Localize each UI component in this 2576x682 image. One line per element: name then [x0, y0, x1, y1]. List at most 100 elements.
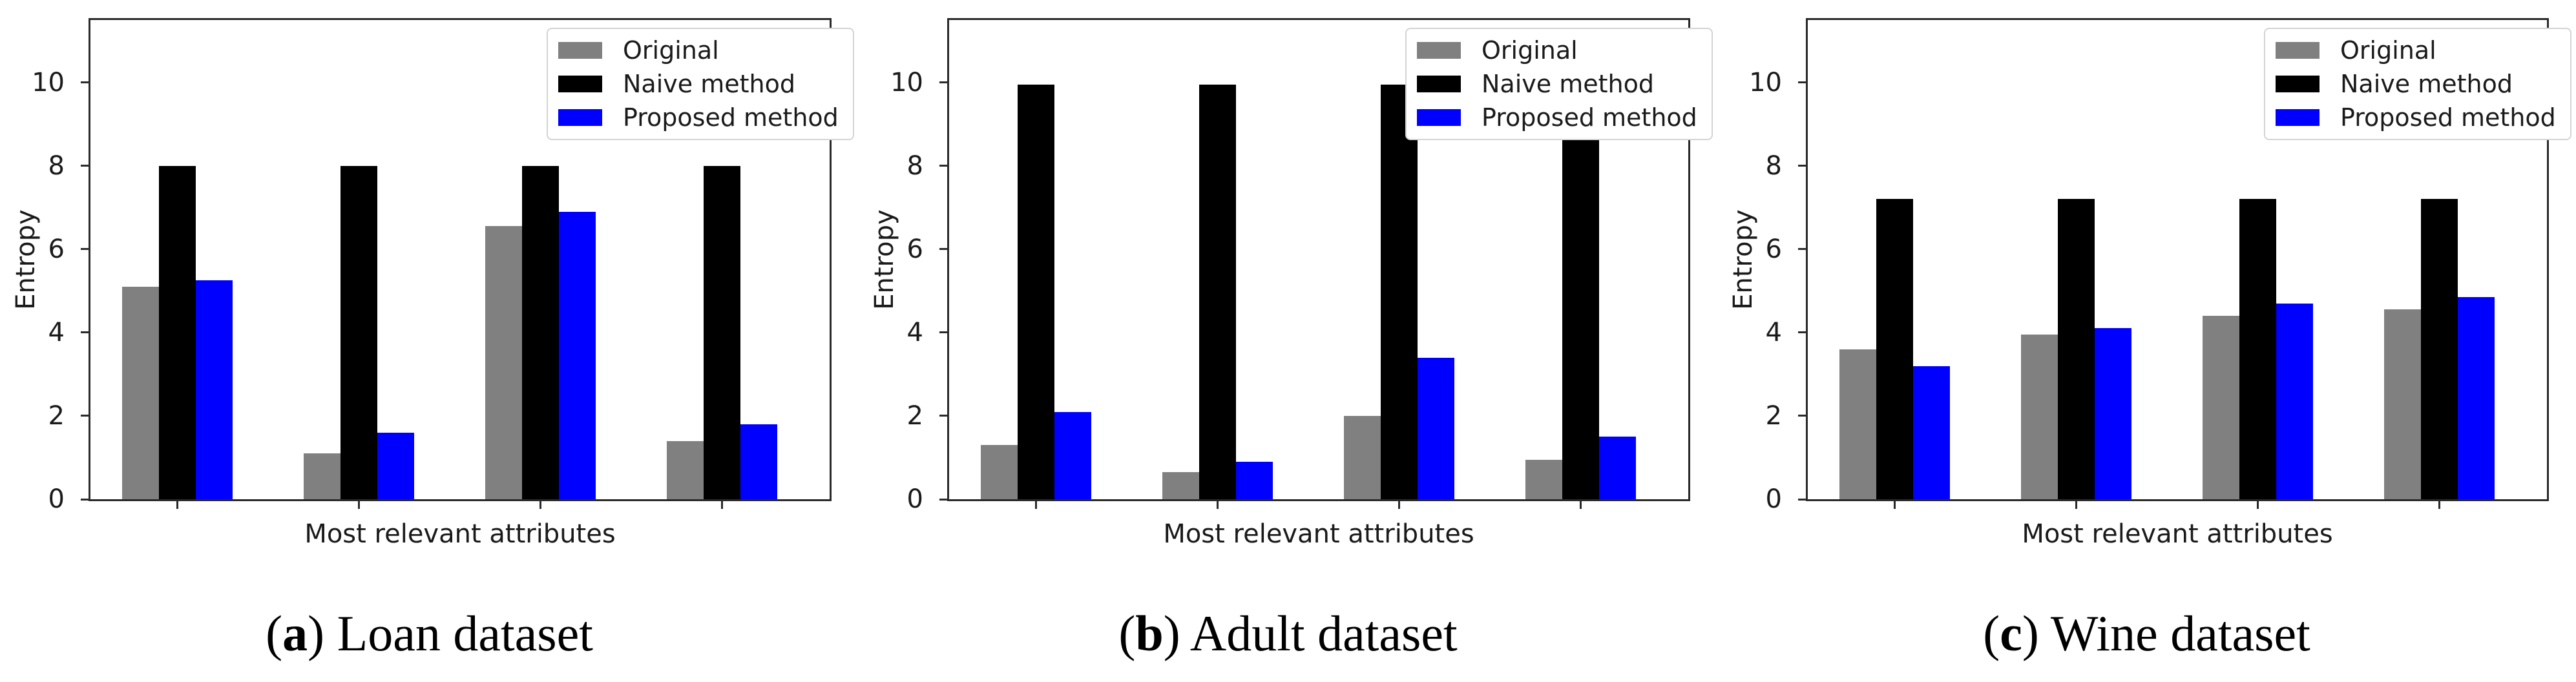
legend-swatch-icon: [558, 109, 602, 126]
legend-label: Naive method: [623, 70, 795, 98]
y-tick-mark: [1798, 415, 1806, 417]
legend-item: Naive method: [558, 72, 839, 96]
legend-box: Original Naive method Proposed method: [1405, 28, 1713, 140]
x-tick-mark: [1579, 501, 1582, 509]
caption-paren-close: ): [308, 605, 337, 661]
caption-paren-open: (: [1983, 605, 2000, 661]
legend-item: Naive method: [1417, 72, 1697, 96]
y-tick-label: 6: [906, 234, 923, 264]
bar-naive-method-group2: [1199, 85, 1236, 499]
y-tick-label: 6: [1765, 234, 1782, 264]
x-tick-mark: [2075, 501, 2077, 509]
y-tick-mark: [81, 248, 89, 251]
legend-box: Original Naive method Proposed method: [2264, 28, 2571, 140]
y-tick-mark: [81, 81, 89, 84]
bars-layer: [1808, 20, 2547, 499]
bar-original-group3: [1343, 416, 1381, 499]
y-tick-mark: [1798, 248, 1806, 251]
legend-label: Naive method: [2340, 70, 2513, 98]
y-tick-mark: [1798, 81, 1806, 84]
bars-layer: [949, 20, 1688, 499]
y-tick-label: 2: [1765, 400, 1782, 431]
bar-naive-method-group2: [340, 166, 377, 499]
x-tick-mark: [1034, 501, 1037, 509]
legend-swatch-icon: [1417, 76, 1461, 92]
y-tick-label: 10: [1749, 67, 1782, 98]
caption-paren-close: ): [2022, 605, 2051, 661]
y-tick-label: 4: [48, 317, 65, 347]
bar-naive-method-group2: [2057, 199, 2095, 499]
caption-letter: c: [2000, 605, 2022, 661]
legend-label: Proposed method: [2340, 103, 2556, 132]
caption-paren-close: ): [1163, 605, 1190, 661]
x-axis-label: Most relevant attributes: [2022, 519, 2333, 549]
x-axis-ticks: [90, 20, 830, 509]
legend-item: Original: [1417, 38, 1697, 63]
y-axis-label: Entropy: [1728, 209, 1758, 310]
y-tick-mark: [1798, 165, 1806, 167]
subfigure-caption-a: (a) Loan dataset: [0, 608, 859, 659]
x-tick-mark: [176, 501, 178, 509]
x-axis-label: Most relevant attributes: [304, 519, 616, 549]
bar-proposed-method-group1: [1912, 366, 1950, 499]
y-tick-mark: [939, 415, 947, 417]
legend-box: Original Naive method Proposed method: [547, 28, 854, 140]
legend-label: Naive method: [1482, 70, 1654, 98]
y-tick-label: 0: [48, 484, 65, 514]
caption-letter: b: [1135, 605, 1164, 661]
x-tick-mark: [2438, 501, 2440, 509]
x-axis-ticks: [1808, 20, 2547, 509]
plot-area-a: 0 2 4 6 8 10 Original Naive method Proposed met…: [32, 18, 854, 512]
subfigure-a: 0 2 4 6 8 10 Original Naive method Proposed met…: [0, 0, 859, 682]
caption-paren-open: (: [1118, 605, 1136, 661]
bar-original-group3: [2202, 316, 2239, 499]
y-axis-ticks: 0 2 4 6 8 10: [1749, 20, 2547, 512]
y-tick-label: 2: [906, 400, 923, 431]
x-tick-mark: [1216, 501, 1219, 509]
y-tick-label: 8: [48, 150, 65, 181]
bar-naive-method-group3: [521, 166, 559, 499]
y-tick-label: 4: [906, 317, 923, 347]
y-axis-label: Entropy: [11, 209, 41, 310]
legend-item: Proposed method: [558, 105, 839, 130]
bar-original-group1: [1839, 349, 1876, 499]
bar-original-group4: [666, 441, 704, 499]
subfigure-b: 0 2 4 6 8 10 Original Naive method Proposed met…: [859, 0, 1717, 682]
bar-naive-method-group1: [1017, 85, 1054, 499]
legend-item: Original: [2276, 38, 2556, 63]
x-tick-mark: [2256, 501, 2259, 509]
legend-label: Original: [623, 36, 719, 65]
bar-proposed-method-group4: [2457, 297, 2495, 499]
legend-swatch-icon: [558, 42, 602, 59]
bar-proposed-method-group3: [1417, 358, 1454, 499]
caption-paren-open: (: [266, 605, 283, 661]
bar-original-group3: [485, 226, 522, 499]
y-tick-mark: [81, 498, 89, 501]
bar-naive-method-group4: [2420, 199, 2458, 499]
subfigure-caption-b: (b) Adult dataset: [859, 608, 1717, 659]
x-axis-ticks: [949, 20, 1688, 509]
y-tick-mark: [939, 331, 947, 334]
y-tick-label: 0: [906, 484, 923, 514]
y-tick-label: 4: [1765, 317, 1782, 347]
y-tick-mark: [939, 165, 947, 167]
bar-original-group2: [2020, 335, 2058, 499]
y-tick-label: 0: [1765, 484, 1782, 514]
y-tick-mark: [1798, 331, 1806, 334]
legend-label: Original: [1482, 36, 1578, 65]
y-tick-label: 6: [48, 234, 65, 264]
legend-item: Proposed method: [1417, 105, 1697, 130]
y-tick-mark: [81, 165, 89, 167]
caption-text: Adult dataset: [1189, 605, 1458, 661]
y-axis-ticks: 0 2 4 6 8 10: [32, 20, 830, 512]
x-axis-label: Most relevant attributes: [1163, 519, 1474, 549]
plot-area-b: 0 2 4 6 8 10 Original Naive method Proposed met…: [890, 18, 1713, 512]
y-tick-mark: [939, 248, 947, 251]
bar-original-group2: [303, 453, 340, 499]
bar-naive-method-group3: [1380, 85, 1418, 499]
bar-proposed-method-group1: [1054, 412, 1091, 499]
bar-proposed-method-group2: [1235, 462, 1273, 499]
legend-swatch-icon: [1417, 109, 1461, 126]
plot-area-c: 0 2 4 6 8 10 Original Naive method Proposed met…: [1749, 18, 2571, 512]
y-axis-ticks: 0 2 4 6 8 10: [890, 20, 1688, 512]
